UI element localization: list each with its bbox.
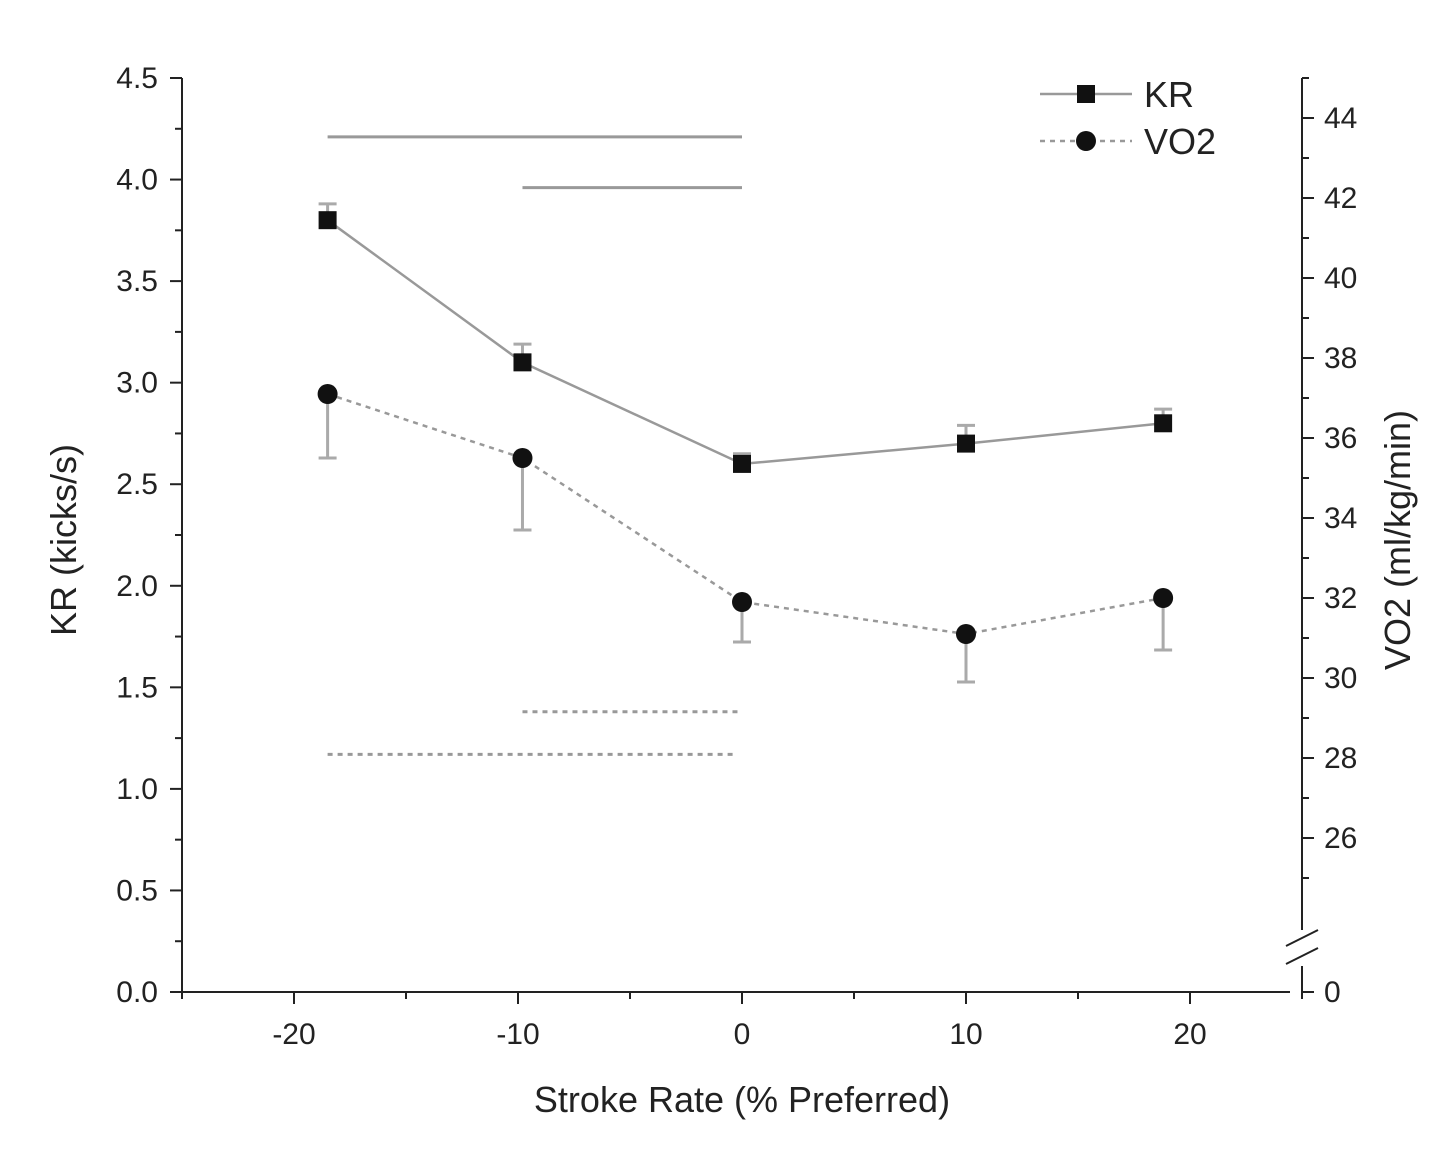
legend-marker-kr (1077, 85, 1095, 103)
significance-bars (327, 135, 742, 756)
y2-tick-label: 36 (1324, 422, 1357, 455)
y-tick-label: 4.5 (116, 62, 158, 95)
y2-tick-label: 40 (1324, 262, 1357, 295)
legend-marker-vo2 (1076, 131, 1096, 151)
legend: KR VO2 (1040, 74, 1216, 162)
legend-label-vo2: VO2 (1144, 121, 1216, 162)
series-line-vo2 (327, 392, 1164, 636)
y-tick-label: 3.5 (116, 265, 158, 298)
x-tick-label: -10 (496, 1018, 539, 1051)
x-tick-label: 0 (734, 1018, 751, 1051)
y2-tick-label: 42 (1324, 182, 1357, 215)
data-point-vo2 (956, 624, 976, 644)
y-tick-label: 1.5 (116, 671, 158, 704)
y2-break-tick-label: 0 (1324, 976, 1341, 1009)
data-point-kr (1154, 414, 1173, 433)
x-tick-label: 10 (949, 1018, 982, 1051)
data-point-vo2 (317, 384, 338, 404)
y-tick-label: 0.0 (116, 976, 158, 1009)
series-lines (326, 219, 1164, 636)
legend-label-kr: KR (1144, 74, 1194, 115)
series-line-kr (326, 219, 1164, 466)
data-point-kr (733, 454, 751, 473)
axes (170, 77, 1319, 1004)
x-tick-label: 20 (1173, 1018, 1206, 1051)
y-tick-label: 2.0 (116, 570, 158, 603)
y2-tick-label: 34 (1324, 502, 1357, 535)
y2-axis-title: VO2 (ml/kg/min) (1377, 410, 1418, 670)
data-point-kr (318, 211, 337, 230)
y2-tick-label: 44 (1324, 102, 1357, 135)
y-tick-label: 0.5 (116, 874, 158, 907)
data-point-vo2 (732, 592, 752, 612)
x-axis-title: Stroke Rate (% Preferred) (534, 1079, 950, 1120)
tick-labels: -20 -10 0 10 20 0.0 0.5 1.0 1.5 2.0 2.5 3.0 3.5 4.0 4.… (116, 62, 1357, 1051)
y2-tick-label: 26 (1324, 822, 1357, 855)
data-markers (317, 211, 1174, 644)
y-tick-label: 3.0 (116, 367, 158, 400)
y-tick-label: 1.0 (116, 773, 158, 806)
data-point-vo2 (512, 448, 533, 468)
y2-tick-label: 28 (1324, 742, 1357, 775)
y-tick-label: 4.0 (116, 164, 158, 197)
y2-tick-label: 32 (1324, 582, 1357, 615)
y2-tick-label: 30 (1324, 662, 1357, 695)
data-point-kr (957, 434, 975, 453)
y-tick-label: 2.5 (116, 468, 158, 501)
data-point-vo2 (1153, 588, 1174, 608)
y2-tick-label: 38 (1324, 342, 1357, 375)
y2-axis-break-mark (1285, 929, 1319, 947)
data-point-kr (513, 353, 532, 372)
x-tick-label: -20 (272, 1018, 315, 1051)
y-axis-title: KR (kicks/s) (43, 444, 84, 636)
y2-axis-break-mark (1285, 947, 1319, 965)
